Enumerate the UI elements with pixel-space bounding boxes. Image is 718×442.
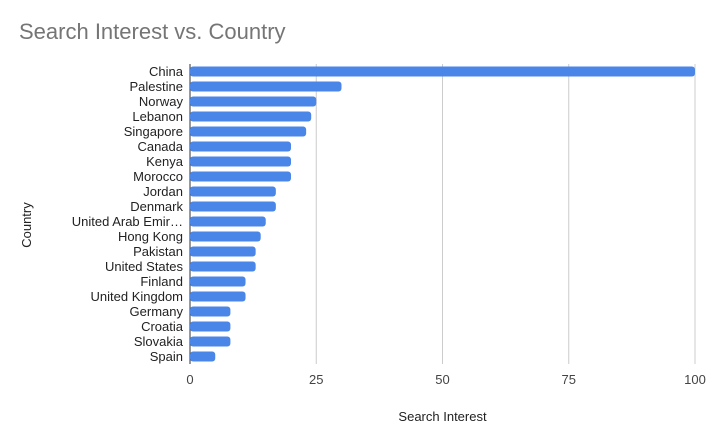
category-label: Pakistan: [133, 244, 183, 259]
category-label: United States: [105, 259, 184, 274]
bar: [190, 81, 342, 92]
bar: [190, 261, 256, 272]
bar: [190, 216, 266, 227]
bar: [190, 306, 231, 317]
bar: [190, 171, 291, 182]
bar: [190, 246, 256, 257]
category-label: Germany: [130, 304, 184, 319]
category-label: United Kingdom: [91, 289, 184, 304]
x-tick-label: 50: [435, 372, 449, 387]
category-label: Palestine: [130, 79, 183, 94]
category-label: Morocco: [133, 169, 183, 184]
chart-title: Search Interest vs. Country: [19, 19, 286, 44]
x-axis-title: Search Interest: [398, 409, 487, 424]
category-label: Croatia: [141, 319, 184, 334]
category-label: Finland: [140, 274, 183, 289]
category-label: Slovakia: [134, 334, 184, 349]
category-label: Singapore: [124, 124, 183, 139]
category-label: Denmark: [130, 199, 183, 214]
category-label: Norway: [139, 94, 184, 109]
bar: [190, 186, 276, 197]
bar: [190, 156, 291, 167]
bar: [190, 321, 231, 332]
bar: [190, 291, 246, 302]
category-label: Spain: [150, 349, 183, 364]
gridlines: [189, 64, 696, 364]
bar: [190, 141, 291, 152]
bar: [190, 96, 317, 107]
x-tick-labels: 0 25 50 75 100: [186, 372, 705, 387]
x-tick-label: 0: [186, 372, 193, 387]
bar: [190, 351, 216, 362]
bar: [190, 276, 246, 287]
category-label: Canada: [137, 139, 183, 154]
bar: [190, 66, 695, 77]
category-label: Lebanon: [132, 109, 183, 124]
category-label: Hong Kong: [118, 229, 183, 244]
category-label: China: [149, 64, 184, 79]
category-label: Jordan: [143, 184, 183, 199]
category-label: Kenya: [146, 154, 184, 169]
bar: [190, 231, 261, 242]
bar: [190, 111, 312, 122]
x-tick-label: 25: [309, 372, 323, 387]
bar: [190, 201, 276, 212]
y-axis-title: Country: [19, 202, 34, 248]
bar: [190, 126, 307, 137]
x-tick-label: 75: [562, 372, 576, 387]
x-tick-label: 100: [684, 372, 706, 387]
category-labels: ChinaPalestineNorwayLebanonSingaporeCana…: [72, 64, 184, 364]
bars: [190, 66, 695, 362]
category-label: United Arab Emir…: [72, 214, 183, 229]
bar: [190, 336, 231, 347]
